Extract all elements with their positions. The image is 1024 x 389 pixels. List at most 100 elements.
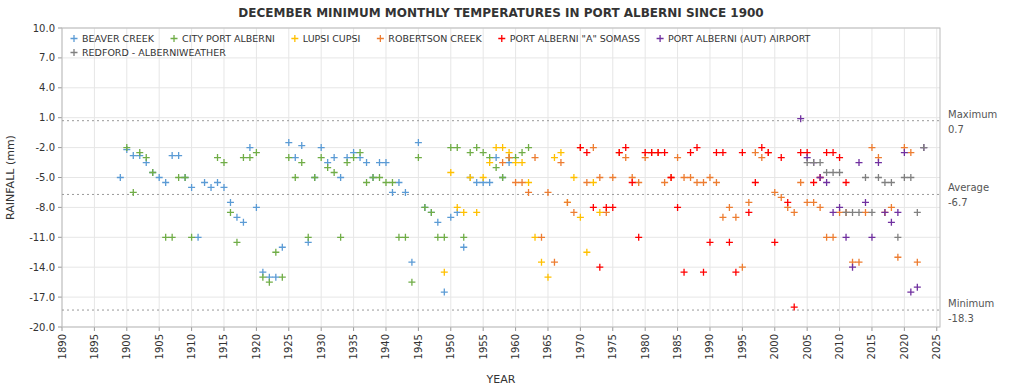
- point: [868, 234, 875, 241]
- point: [499, 174, 506, 181]
- point: [382, 179, 389, 186]
- x-tick-label: 1930: [316, 334, 327, 359]
- point: [337, 174, 344, 181]
- point: [149, 169, 156, 176]
- point: [817, 174, 824, 181]
- point: [305, 234, 312, 241]
- point: [188, 184, 195, 191]
- point: [907, 149, 914, 156]
- point: [389, 189, 396, 196]
- x-tick: [191, 327, 192, 331]
- point: [901, 174, 908, 181]
- point: [868, 209, 875, 216]
- point: [570, 174, 577, 181]
- point: [616, 149, 623, 156]
- point: [881, 209, 888, 216]
- point: [590, 204, 597, 211]
- legend-marker: [377, 35, 384, 42]
- legend-label: PORT ALBERNI "A" SOMASS: [510, 33, 640, 44]
- point: [130, 152, 137, 159]
- point: [292, 174, 299, 181]
- point: [382, 159, 389, 166]
- point: [888, 179, 895, 186]
- point: [791, 209, 798, 216]
- point: [272, 274, 279, 281]
- point: [862, 199, 869, 206]
- point: [622, 144, 629, 151]
- point: [681, 174, 688, 181]
- x-tick: [839, 327, 840, 331]
- series: [441, 144, 604, 281]
- y-grid-line: [62, 267, 940, 268]
- legend-label: ROBERTSON CREEK: [388, 33, 482, 44]
- point: [778, 154, 785, 161]
- x-tick-label: 2000: [769, 334, 780, 359]
- point: [856, 259, 863, 266]
- point: [655, 149, 662, 156]
- reference-lines: [62, 121, 940, 310]
- x-tick-label: 1985: [672, 334, 683, 359]
- y-tick: [58, 117, 62, 118]
- point: [745, 199, 752, 206]
- point: [318, 144, 325, 151]
- x-tick: [709, 327, 710, 331]
- series: [499, 144, 921, 271]
- point: [836, 154, 843, 161]
- x-tick: [742, 327, 743, 331]
- point: [830, 169, 837, 176]
- point: [849, 209, 856, 216]
- point: [700, 179, 707, 186]
- point: [447, 144, 454, 151]
- point: [668, 174, 675, 181]
- point: [473, 179, 480, 186]
- point: [907, 174, 914, 181]
- y-tick-label: -14.0: [29, 262, 55, 273]
- series: [804, 144, 928, 241]
- point: [875, 159, 882, 166]
- point: [590, 144, 597, 151]
- point: [836, 169, 843, 176]
- point: [551, 154, 558, 161]
- point: [253, 149, 260, 156]
- point: [454, 204, 461, 211]
- point: [292, 154, 299, 161]
- x-grid-line: [191, 28, 192, 327]
- point: [402, 189, 409, 196]
- y-tick-label: -11.0: [29, 232, 55, 243]
- point: [544, 274, 551, 281]
- y-tick-label: -8.0: [35, 202, 55, 213]
- x-tick: [450, 327, 451, 331]
- point: [629, 179, 636, 186]
- point: [434, 234, 441, 241]
- point: [169, 152, 176, 159]
- point: [434, 219, 441, 226]
- point: [279, 274, 286, 281]
- point: [519, 179, 526, 186]
- point: [732, 214, 739, 221]
- point: [156, 174, 163, 181]
- point: [233, 214, 240, 221]
- x-tick-label: 1950: [445, 334, 456, 359]
- reference-line: [62, 310, 940, 311]
- point: [862, 174, 869, 181]
- legend-marker: [291, 35, 298, 42]
- point: [285, 154, 292, 161]
- point: [694, 179, 701, 186]
- plot-background: [62, 28, 940, 327]
- point: [395, 234, 402, 241]
- point: [538, 234, 545, 241]
- x-grid-line: [742, 28, 743, 327]
- point: [169, 234, 176, 241]
- x-tick: [807, 327, 808, 331]
- point: [525, 189, 532, 196]
- x-tick: [580, 327, 581, 331]
- y-tick-label: 10.0: [33, 23, 55, 34]
- axes: 10.07.04.01.0-2.0-5.0-8.0-11.0-14.0-17.0…: [29, 23, 942, 360]
- point: [493, 144, 500, 151]
- point: [713, 149, 720, 156]
- point: [564, 199, 571, 206]
- reference-label: Minimum: [948, 298, 994, 309]
- y-grid-line: [62, 117, 940, 118]
- point: [130, 189, 137, 196]
- x-tick: [256, 327, 257, 331]
